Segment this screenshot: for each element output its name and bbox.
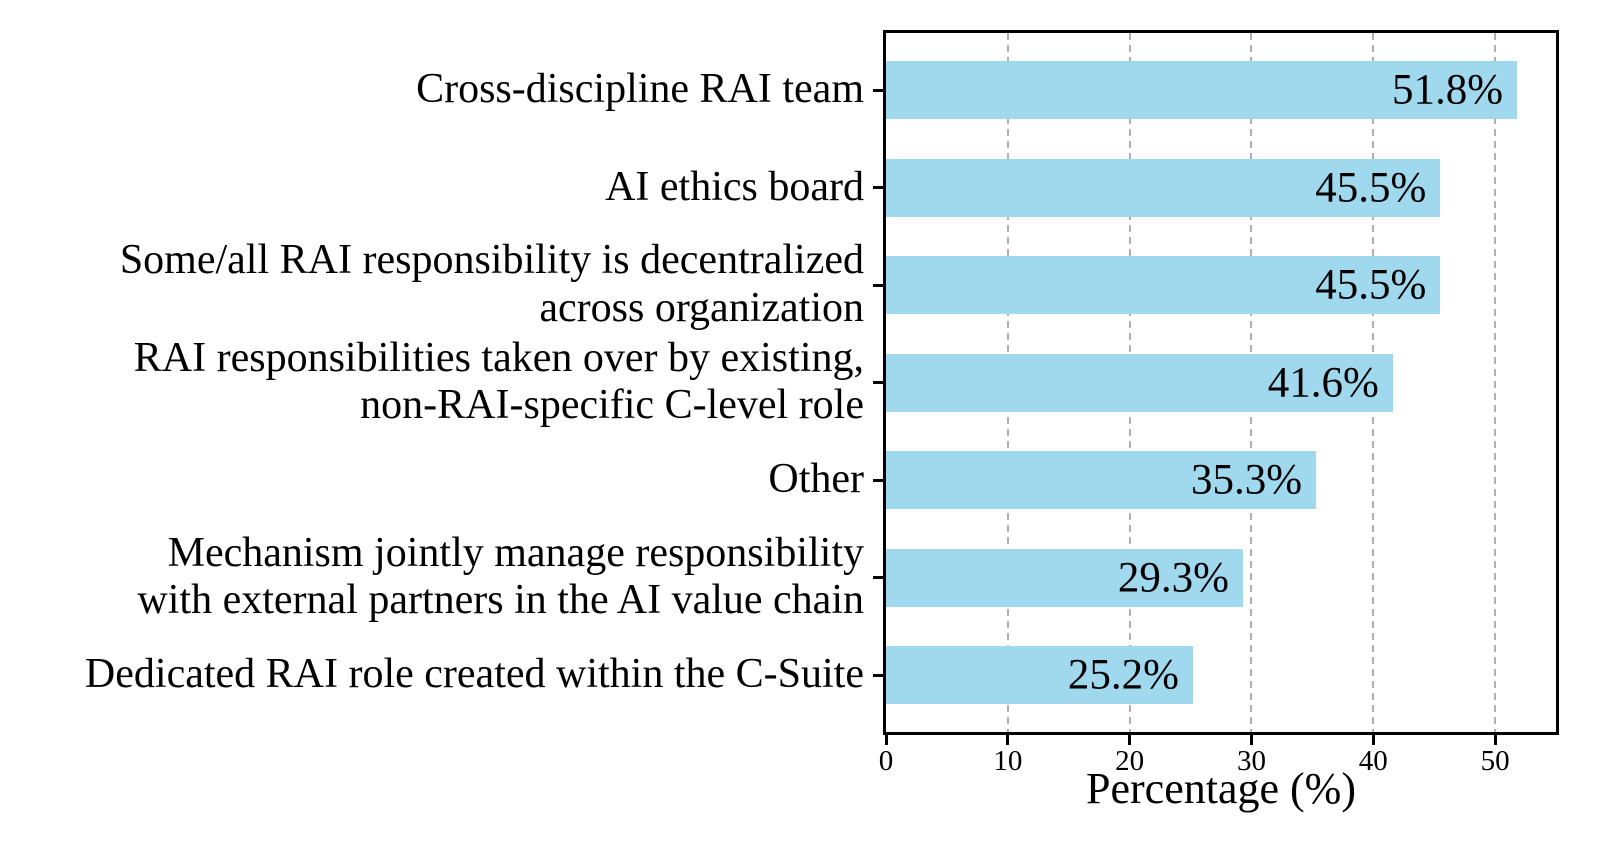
x-tick — [1371, 735, 1375, 745]
bar-value-label: 45.5% — [1315, 261, 1427, 309]
bar-value-label: 41.6% — [1267, 358, 1379, 406]
x-tick — [1128, 735, 1132, 745]
bar — [886, 61, 1518, 119]
bar — [886, 646, 1193, 704]
x-axis-title: Percentage (%) — [1086, 764, 1356, 813]
y-tick — [873, 576, 883, 579]
bar-value-label: 51.8% — [1391, 66, 1504, 114]
y-tick — [873, 88, 883, 92]
bar — [886, 451, 1317, 509]
y-tick — [873, 673, 883, 677]
category-label: AI ethics board — [605, 163, 864, 210]
category-label: Dedicated RAI role created within the C-… — [84, 651, 864, 698]
bar-value-label: 35.3% — [1190, 456, 1303, 504]
y-tick — [873, 478, 883, 482]
x-axis-tick-label: 0 — [878, 745, 894, 777]
bar-value-label: 29.3% — [1117, 553, 1229, 601]
bar-value-label: 45.5% — [1315, 163, 1427, 211]
y-tick — [873, 186, 883, 189]
category-label: RAI responsibilities taken over by exist… — [133, 334, 864, 429]
category-label: Mechanism jointly manage responsibility … — [137, 529, 864, 624]
x-axis-tick-label: 20 — [1115, 745, 1145, 777]
x-axis-tick-label: 10 — [993, 745, 1023, 777]
x-tick — [1006, 735, 1010, 745]
x-tick — [1249, 735, 1253, 745]
bar — [886, 256, 1441, 314]
x-tick — [884, 735, 888, 745]
x-tick — [1493, 735, 1497, 745]
category-label: Other — [768, 456, 864, 503]
x-axis-tick-label: 50 — [1480, 745, 1510, 777]
category-label: Some/all RAI responsibility is decentral… — [119, 237, 864, 331]
bar — [886, 158, 1441, 217]
x-axis-tick-label: 30 — [1236, 745, 1266, 777]
y-tick — [873, 381, 883, 384]
plot-area: 51.8% 45.5% 45.5% 41.6% 35.3% 29.3% 25.2% — [883, 30, 1559, 735]
x-axis-tick-label: 40 — [1358, 745, 1388, 777]
category-label: Cross-discipline RAI team — [416, 66, 864, 113]
bar — [886, 353, 1393, 412]
gridline — [1494, 33, 1497, 732]
y-tick — [873, 283, 883, 287]
bar-value-label: 25.2% — [1067, 651, 1179, 699]
bar — [886, 548, 1243, 607]
